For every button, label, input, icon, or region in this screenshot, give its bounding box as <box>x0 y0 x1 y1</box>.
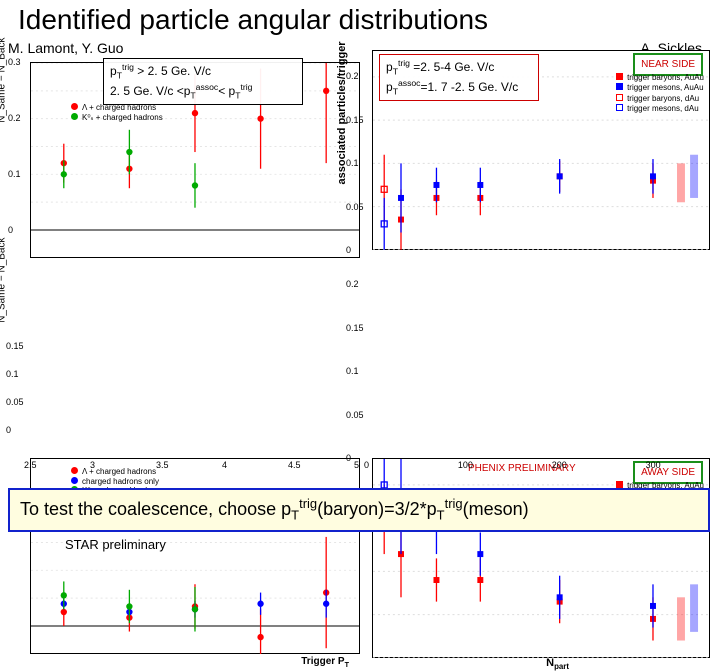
xtick: 300 <box>646 460 661 470</box>
ytick: 0.15 <box>346 323 364 333</box>
legend-item: K⁰ₛ + charged hadrons <box>71 113 163 123</box>
ytick: 0.15 <box>6 341 24 351</box>
right-textbox-line2: pTassoc=1. 7 -2. 5 Ge. V/c <box>386 78 532 98</box>
ytick: 0.05 <box>6 397 24 407</box>
xtick: 2.5 <box>24 460 37 470</box>
ytick: 0.1 <box>346 158 359 168</box>
ytick: 0.15 <box>346 115 364 125</box>
left-top-legend: Λ + charged hadronsK⁰ₛ + charged hadrons <box>71 103 163 122</box>
ytick: 0 <box>346 453 351 463</box>
ytick: 0.1 <box>8 169 21 179</box>
ytick: 0.2 <box>346 279 359 289</box>
ytick: 0 <box>8 225 13 235</box>
xtick: 4 <box>222 460 227 470</box>
ytick: 0.05 <box>346 410 364 420</box>
xtick: 4.5 <box>288 460 301 470</box>
xtick: 3 <box>90 460 95 470</box>
right-top-chart: pTtrig =2. 5-4 Ge. V/c pTassoc=1. 7 -2. … <box>372 50 710 250</box>
page-title: Identified particle angular distribution… <box>18 4 488 36</box>
xtick: 200 <box>552 460 567 470</box>
ytick: 0.05 <box>346 202 364 212</box>
ylabel-left-top: N_Same − N_Back <box>0 38 8 123</box>
right-textbox: pTtrig =2. 5-4 Ge. V/c pTassoc=1. 7 -2. … <box>379 54 539 101</box>
xtick: 3.5 <box>156 460 169 470</box>
slide: Identified particle angular distribution… <box>0 0 720 540</box>
right-plots: associated particles/trigger pTtrig =2. … <box>372 50 710 468</box>
legend-item: charged hadrons only <box>71 477 163 487</box>
ytick: 0 <box>6 425 11 435</box>
legend-item: Λ + charged hadrons <box>71 103 163 113</box>
left-top-chart: pTtrig > 2. 5 Ge. V/c 2. 5 Ge. V/c <pTas… <box>30 62 360 258</box>
xtick: 5 <box>354 460 359 470</box>
ytick: 0 <box>346 245 351 255</box>
star-preliminary: STAR preliminary <box>65 537 166 552</box>
legend-item: trigger mesons, AuAu <box>616 83 704 93</box>
footer-box: To test the coalescence, choose pTtrig(b… <box>8 488 710 532</box>
ytick: 0.2 <box>8 113 21 123</box>
legend-item: trigger mesons, dAu <box>616 104 704 114</box>
left-textbox: pTtrig > 2. 5 Ge. V/c 2. 5 Ge. V/c <pTas… <box>103 58 303 105</box>
xlabel-left: Trigger PT <box>301 656 349 669</box>
ytick: 0.3 <box>8 57 21 67</box>
xtick: 100 <box>458 460 473 470</box>
ytick: 0.2 <box>346 71 359 81</box>
right-top-legend: trigger baryons, AuAutrigger mesons, AuA… <box>616 73 704 115</box>
author-left: M. Lamont, Y. Guo <box>8 40 123 56</box>
legend-item: trigger baryons, dAu <box>616 94 704 104</box>
xtick: 0 <box>364 460 369 470</box>
legend-item: trigger baryons, AuAu <box>616 73 704 83</box>
left-plots: N_Same − N_Back N_Same − N_Back pTtrig >… <box>30 62 360 460</box>
left-textbox-line1: pTtrig > 2. 5 Ge. V/c <box>110 62 296 82</box>
ytick: 0.1 <box>346 366 359 376</box>
ylabel-left-bottom: N_Same − N_Back <box>0 238 8 323</box>
ytick: 0.1 <box>6 369 19 379</box>
left-textbox-line2: 2. 5 Ge. V/c <pTassoc< pTtrig <box>110 82 296 102</box>
xlabel-right: Npart <box>546 657 569 671</box>
right-textbox-line1: pTtrig =2. 5-4 Ge. V/c <box>386 58 532 78</box>
legend-item: Λ + charged hadrons <box>71 467 163 477</box>
